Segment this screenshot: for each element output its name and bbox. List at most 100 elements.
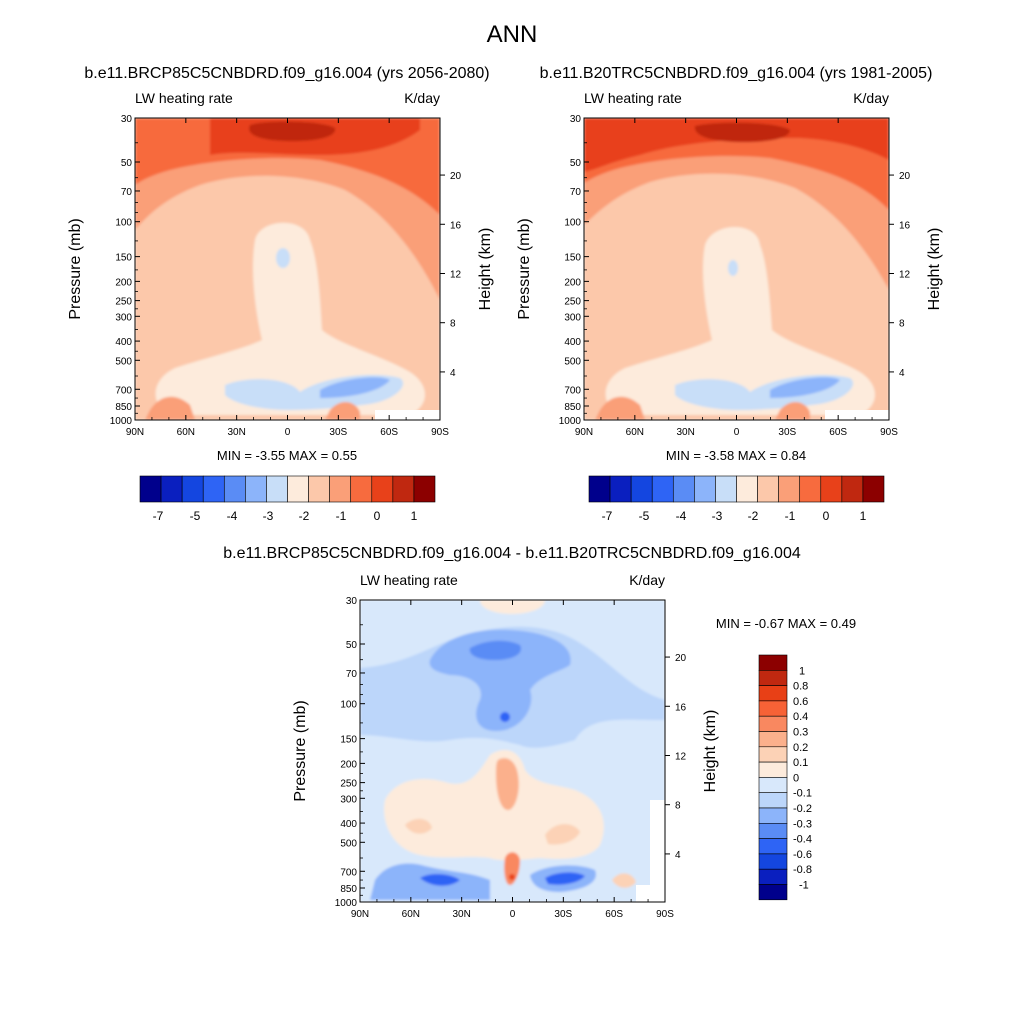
colorbar-label: 0.3 — [793, 727, 808, 739]
x-tick-label: 30N — [227, 427, 245, 438]
y2-tick-label: 12 — [899, 269, 911, 280]
colorbar-swatch — [841, 475, 864, 503]
colorbar-label: -3 — [712, 509, 723, 523]
colorbar-label: 1 — [860, 509, 867, 523]
y-tick-label: 850 — [340, 884, 357, 895]
axes: 30 50 70 100 150 200 250 300 400 500 700 850 1000 20 1… — [335, 596, 687, 920]
colorbar-label: -0.6 — [793, 849, 812, 861]
colorbar-label: -0.3 — [793, 818, 812, 830]
colorbar-swatch — [820, 475, 843, 503]
colorbar-swatch — [694, 475, 716, 503]
y-tick-label: 1000 — [559, 416, 582, 427]
y2-tick-label: 8 — [899, 319, 905, 330]
y-tick-label: 500 — [340, 838, 357, 849]
colorbar-swatch — [715, 475, 737, 503]
colorbar-swatch — [736, 475, 758, 503]
level-fill-neg-0.25 — [429, 629, 571, 731]
y-tick-label: 700 — [115, 385, 132, 396]
x-tick-label: 60N — [402, 909, 420, 920]
y-tick-label: 300 — [564, 312, 581, 323]
y2-tick-label: 16 — [899, 220, 911, 231]
axes: 30 50 70 100 150 200 250 300 400 500 700 850 1000 20 1… — [110, 114, 462, 438]
panel-future: b.e11.BRCP85C5CNBDRD.f09_g16.004 (yrs 20… — [67, 65, 494, 523]
panel-left-label: LW heating rate — [135, 90, 233, 106]
y-tick-label: 50 — [121, 158, 133, 169]
level-fill-neg-2.5 — [770, 377, 840, 398]
y2-tick-label: 12 — [450, 269, 462, 280]
panel-title: b.e11.B20TRC5CNBDRD.f09_g16.004 (yrs 198… — [540, 65, 933, 82]
y2-tick-label: 4 — [899, 368, 905, 379]
colorbar-swatch — [630, 475, 653, 503]
colorbar-label: 0.4 — [793, 711, 808, 723]
y-tick-label: 300 — [115, 312, 132, 323]
colorbar-swatch — [308, 475, 330, 503]
colorbar-swatch — [757, 475, 779, 503]
y-axis-label: Pressure (mb) — [516, 218, 533, 319]
y-tick-label: 400 — [115, 337, 132, 348]
colorbar-swatch — [758, 715, 788, 732]
colorbar-swatch — [350, 475, 373, 503]
level-fill-0.1-surface-sh — [612, 873, 636, 888]
level-fill-pos-top — [480, 600, 545, 614]
colorbar-swatch — [758, 838, 788, 855]
y-tick-label: 30 — [121, 114, 133, 125]
y-tick-label: 250 — [564, 297, 581, 308]
colorbar-label: 1 — [799, 665, 805, 677]
colorbar-label: -4 — [676, 509, 687, 523]
panel-historical: b.e11.B20TRC5CNBDRD.f09_g16.004 (yrs 198… — [516, 65, 943, 523]
y2-tick-label: 20 — [450, 171, 462, 182]
y-tick-label: 150 — [564, 253, 581, 264]
level-fill-neg-2-upper — [728, 260, 738, 276]
panel-right-label: K/day — [629, 572, 665, 588]
colorbar-label: -3 — [263, 509, 274, 523]
colorbar-swatch — [266, 475, 288, 503]
colorbar-swatch — [371, 475, 394, 503]
y2-axis-label: Height (km) — [702, 710, 719, 793]
colorbar-label: -7 — [602, 509, 613, 523]
colorbar-label: -1 — [785, 509, 796, 523]
x-tick-label: 60S — [605, 909, 623, 920]
colorbar-label: -2 — [748, 509, 759, 523]
colorbar-label: 0 — [793, 772, 799, 784]
y-tick-label: 500 — [115, 356, 132, 367]
colorbar: -7 -5 -4 -3 -2 -1 0 1 — [139, 475, 436, 523]
x-tick-label: 0 — [734, 427, 740, 438]
colorbar-label: -4 — [227, 509, 238, 523]
colorbar-swatch — [329, 475, 352, 503]
missing-data-mask-2 — [636, 885, 650, 902]
colorbar-swatch — [181, 475, 204, 503]
panel-right-label: K/day — [853, 90, 889, 106]
missing-data-mask — [375, 410, 440, 420]
level-fill-0.1-nh — [405, 818, 432, 834]
colorbar-label: 1 — [411, 509, 418, 523]
y-tick-label: 700 — [340, 867, 357, 878]
y2-tick-label: 4 — [450, 368, 456, 379]
y-tick-label: 1000 — [335, 898, 358, 909]
colorbar-swatch — [609, 475, 632, 503]
level-fill-0.5 — [509, 874, 515, 880]
colorbar-label: -0.1 — [793, 788, 812, 800]
colorbar-swatch — [758, 731, 788, 748]
x-tick-label: 90N — [351, 909, 369, 920]
y-tick-label: 200 — [340, 759, 357, 770]
colorbar-swatch — [245, 475, 267, 503]
x-tick-label: 90S — [880, 427, 898, 438]
colorbar-swatch — [778, 475, 801, 503]
colorbar-label: -0.4 — [793, 834, 812, 846]
level-fill-neg-2.5 — [320, 377, 390, 398]
figure-title: ANN — [487, 21, 538, 48]
colorbar-swatch — [799, 475, 822, 503]
level-fill-neg-1.5 — [605, 226, 875, 415]
colorbar-swatch — [223, 475, 246, 503]
panel-difference: b.e11.BRCP85C5CNBDRD.f09_g16.004 - b.e11… — [223, 545, 856, 920]
panel-title: b.e11.BRCP85C5CNBDRD.f09_g16.004 (yrs 20… — [84, 65, 489, 82]
y2-axis-label: Height (km) — [926, 228, 943, 311]
y-tick-label: 100 — [340, 700, 357, 711]
colorbar-swatch — [758, 868, 788, 885]
colorbar-swatch — [758, 700, 788, 717]
level-fill-0.1-sh — [545, 824, 580, 845]
missing-data-mask — [650, 800, 665, 902]
y-tick-label: 250 — [340, 779, 357, 790]
x-tick-label: 90S — [656, 909, 674, 920]
